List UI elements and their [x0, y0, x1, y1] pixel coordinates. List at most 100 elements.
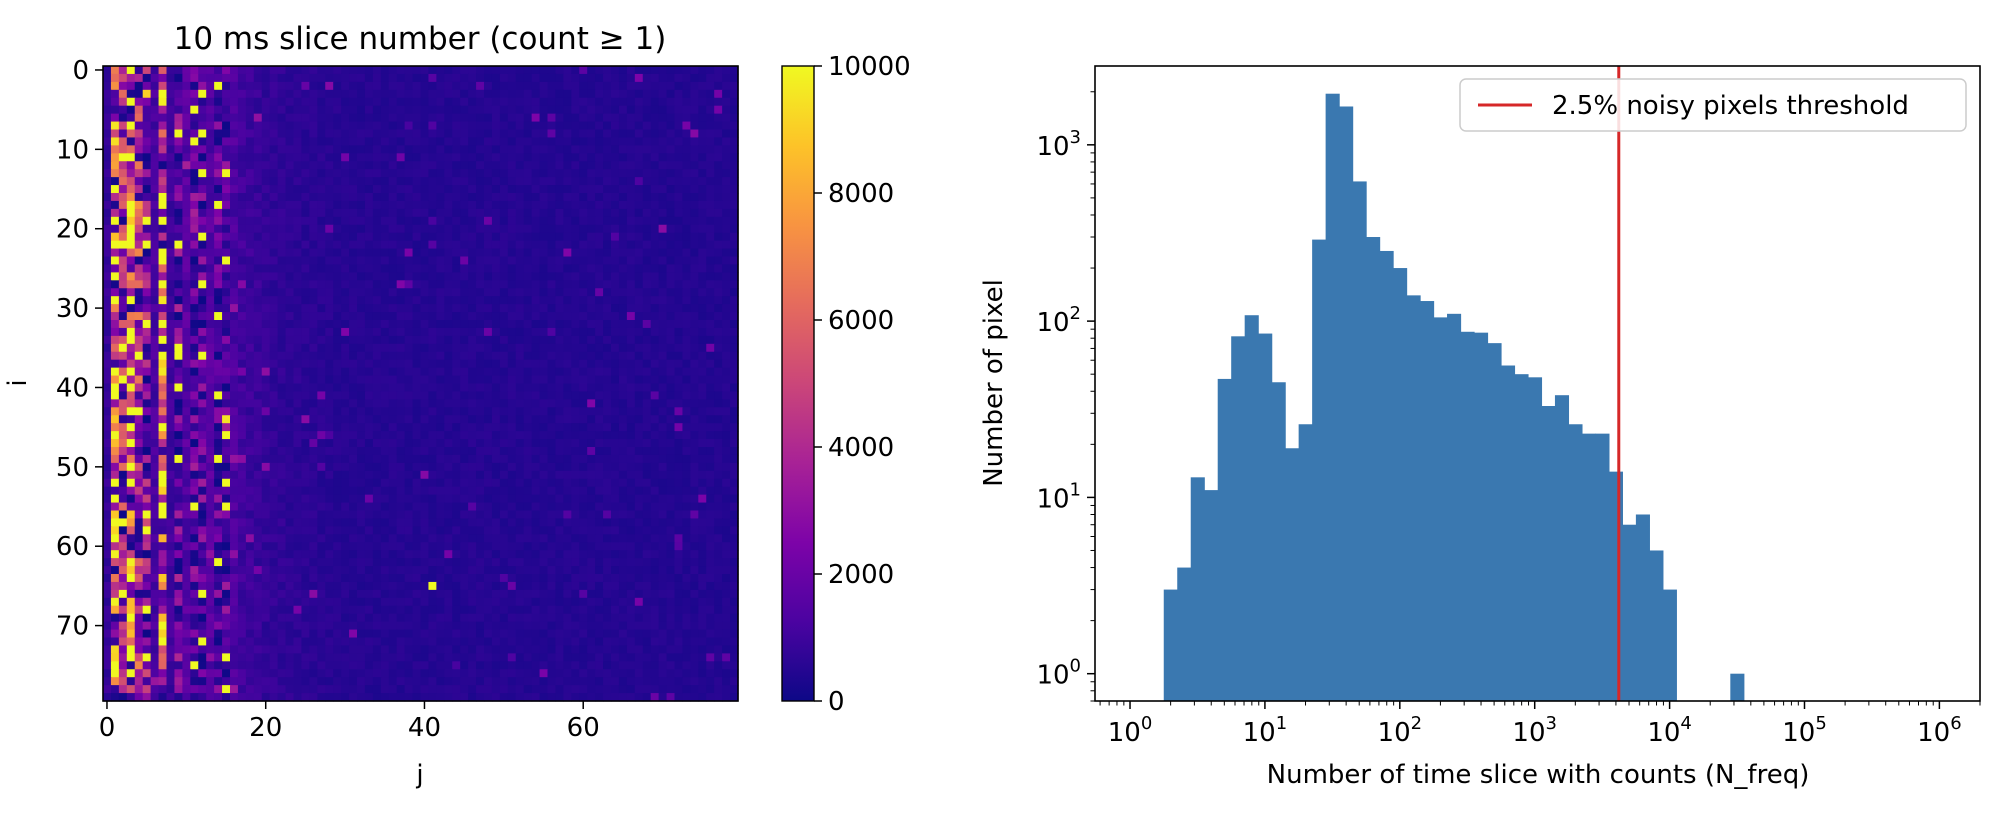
heatmap-cell — [452, 304, 461, 313]
heatmap-cell — [142, 470, 152, 480]
heatmap-cell — [214, 439, 223, 448]
heatmap-cell — [404, 193, 414, 202]
heatmap-cell — [357, 288, 366, 297]
heatmap-cell — [388, 304, 398, 313]
heatmap-cell — [222, 272, 231, 281]
heatmap-cell — [261, 542, 271, 551]
heatmap-cell — [563, 343, 572, 353]
heatmap-cell — [206, 216, 215, 226]
heatmap-cell — [103, 486, 112, 496]
heatmap-cell — [595, 240, 604, 250]
heatmap-cell — [674, 248, 684, 258]
heatmap-cell — [611, 280, 620, 289]
heatmap-cell — [364, 423, 374, 432]
heatmap-cell — [563, 121, 572, 131]
heatmap-cell — [285, 534, 295, 543]
heatmap-cell — [452, 415, 461, 424]
heatmap-cell — [618, 97, 628, 107]
heatmap-cell — [372, 320, 382, 329]
heatmap-cell — [642, 462, 652, 472]
heatmap-cell — [333, 161, 342, 170]
heatmap-cell — [412, 232, 422, 242]
heatmap-cell — [341, 415, 350, 424]
heatmap-cell — [571, 462, 580, 472]
heatmap-cell — [682, 169, 691, 178]
heatmap-cell — [174, 264, 183, 273]
heatmap-cell — [618, 327, 628, 337]
heatmap-cell — [571, 351, 580, 361]
heatmap-cell — [587, 462, 596, 472]
heatmap-cell — [380, 288, 390, 297]
heatmap-cell — [420, 121, 430, 131]
heatmap-cell — [579, 526, 588, 535]
heatmap-cell — [714, 431, 723, 440]
heatmap-cell — [499, 320, 509, 329]
heatmap-cell — [666, 375, 676, 385]
heatmap-cell — [626, 224, 636, 234]
heatmap-cell — [698, 232, 707, 242]
heatmap-cell — [388, 375, 398, 385]
heatmap-cell — [237, 359, 247, 369]
heatmap-cell — [634, 375, 644, 385]
heatmap-cell — [126, 224, 136, 234]
heatmap-cell — [412, 264, 422, 273]
heatmap-cell — [468, 494, 477, 504]
heatmap-cell — [380, 232, 390, 242]
heatmap-cell — [158, 351, 168, 361]
heatmap-cell — [110, 89, 120, 99]
heatmap-cell — [404, 272, 414, 281]
heatmap-cell — [388, 66, 398, 75]
heatmap-cell — [230, 280, 239, 289]
heatmap-cell — [357, 113, 366, 123]
heatmap-cell — [261, 399, 271, 408]
heatmap-cell — [206, 327, 215, 337]
heatmap-cell — [412, 193, 422, 202]
heatmap-cell — [618, 89, 628, 99]
heatmap-cell — [372, 224, 382, 234]
heatmap-cell — [341, 153, 350, 162]
heatmap-cell — [103, 280, 112, 289]
heatmap-cell — [579, 550, 588, 559]
heatmap-cell — [444, 351, 453, 361]
heatmap-cell — [444, 320, 453, 329]
heatmap-cell — [507, 447, 517, 456]
heatmap-cell — [182, 89, 191, 99]
heatmap-cell — [150, 66, 160, 75]
heatmap-cell — [317, 232, 326, 242]
heatmap-cell — [531, 383, 541, 393]
heatmap-cell — [396, 494, 406, 504]
heatmap-cell — [372, 105, 382, 115]
heatmap-cell — [150, 224, 160, 234]
heatmap-cell — [476, 423, 485, 432]
heatmap-cell — [626, 97, 636, 107]
heatmap-cell — [690, 447, 699, 456]
heatmap-cell — [110, 518, 120, 527]
heatmap-cell — [396, 518, 406, 527]
heatmap-cell — [325, 232, 334, 242]
heatmap-cell — [317, 518, 326, 527]
heatmap-cell — [103, 327, 112, 337]
heatmap-cell — [706, 288, 715, 297]
heatmap-cell — [658, 264, 668, 273]
heatmap-cell — [484, 486, 493, 496]
heatmap-cell — [174, 121, 183, 131]
heatmap-cell — [182, 121, 191, 131]
heatmap-cell — [690, 375, 699, 385]
heatmap-cell — [245, 73, 255, 83]
heatmap-cell — [293, 320, 303, 329]
heatmap-cell — [230, 312, 239, 321]
heatmap-cell — [626, 193, 636, 202]
heatmap-cell — [444, 193, 453, 202]
heatmap-cell — [237, 320, 247, 329]
heatmap-cell — [325, 454, 334, 464]
heatmap-cell — [571, 383, 580, 393]
heatmap-cell — [214, 97, 223, 107]
heatmap-cell — [309, 145, 318, 154]
heatmap-cell — [277, 280, 287, 289]
heatmap-cell — [134, 462, 144, 472]
heatmap-cell — [571, 185, 580, 194]
heatmap-cell — [198, 383, 207, 393]
heatmap-cell — [603, 81, 612, 91]
heatmap-cell — [126, 169, 136, 178]
heatmap-cell — [253, 343, 263, 353]
